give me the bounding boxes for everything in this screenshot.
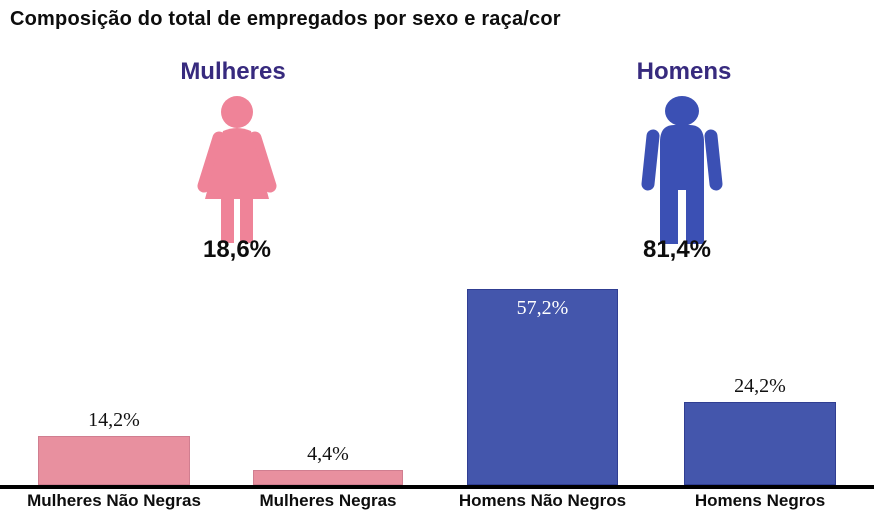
category-label-mulheres-negras: Mulheres Negras bbox=[259, 491, 397, 510]
bar-mulheres-nao-negras bbox=[38, 436, 190, 485]
value-label-mulheres-negras: 4,4% bbox=[307, 443, 349, 465]
bar-homens-nao-negros bbox=[467, 289, 618, 485]
woman-icon bbox=[197, 96, 277, 243]
category-label-mulheres-nao-negras: Mulheres Não Negras bbox=[27, 491, 201, 510]
x-axis-line bbox=[0, 485, 874, 489]
value-label-homens-nao-negros: 57,2% bbox=[516, 297, 569, 319]
group-value-homens: 81,4% bbox=[642, 236, 712, 263]
bar-homens-negros bbox=[684, 402, 836, 485]
category-label-homens-negros: Homens Negros bbox=[694, 491, 826, 510]
value-label-homens-negros: 24,2% bbox=[734, 375, 786, 397]
man-icon bbox=[641, 96, 723, 244]
group-label-mulheres: Mulheres bbox=[180, 58, 286, 85]
chart-title: Composição do total de empregados por se… bbox=[10, 8, 561, 30]
group-value-mulheres: 18,6% bbox=[202, 236, 272, 263]
category-label-homens-nao-negros: Homens Não Negros bbox=[458, 491, 627, 510]
group-label-homens: Homens bbox=[636, 58, 732, 85]
bar-mulheres-negras bbox=[253, 470, 403, 485]
value-label-mulheres-nao-negras: 14,2% bbox=[88, 409, 140, 431]
